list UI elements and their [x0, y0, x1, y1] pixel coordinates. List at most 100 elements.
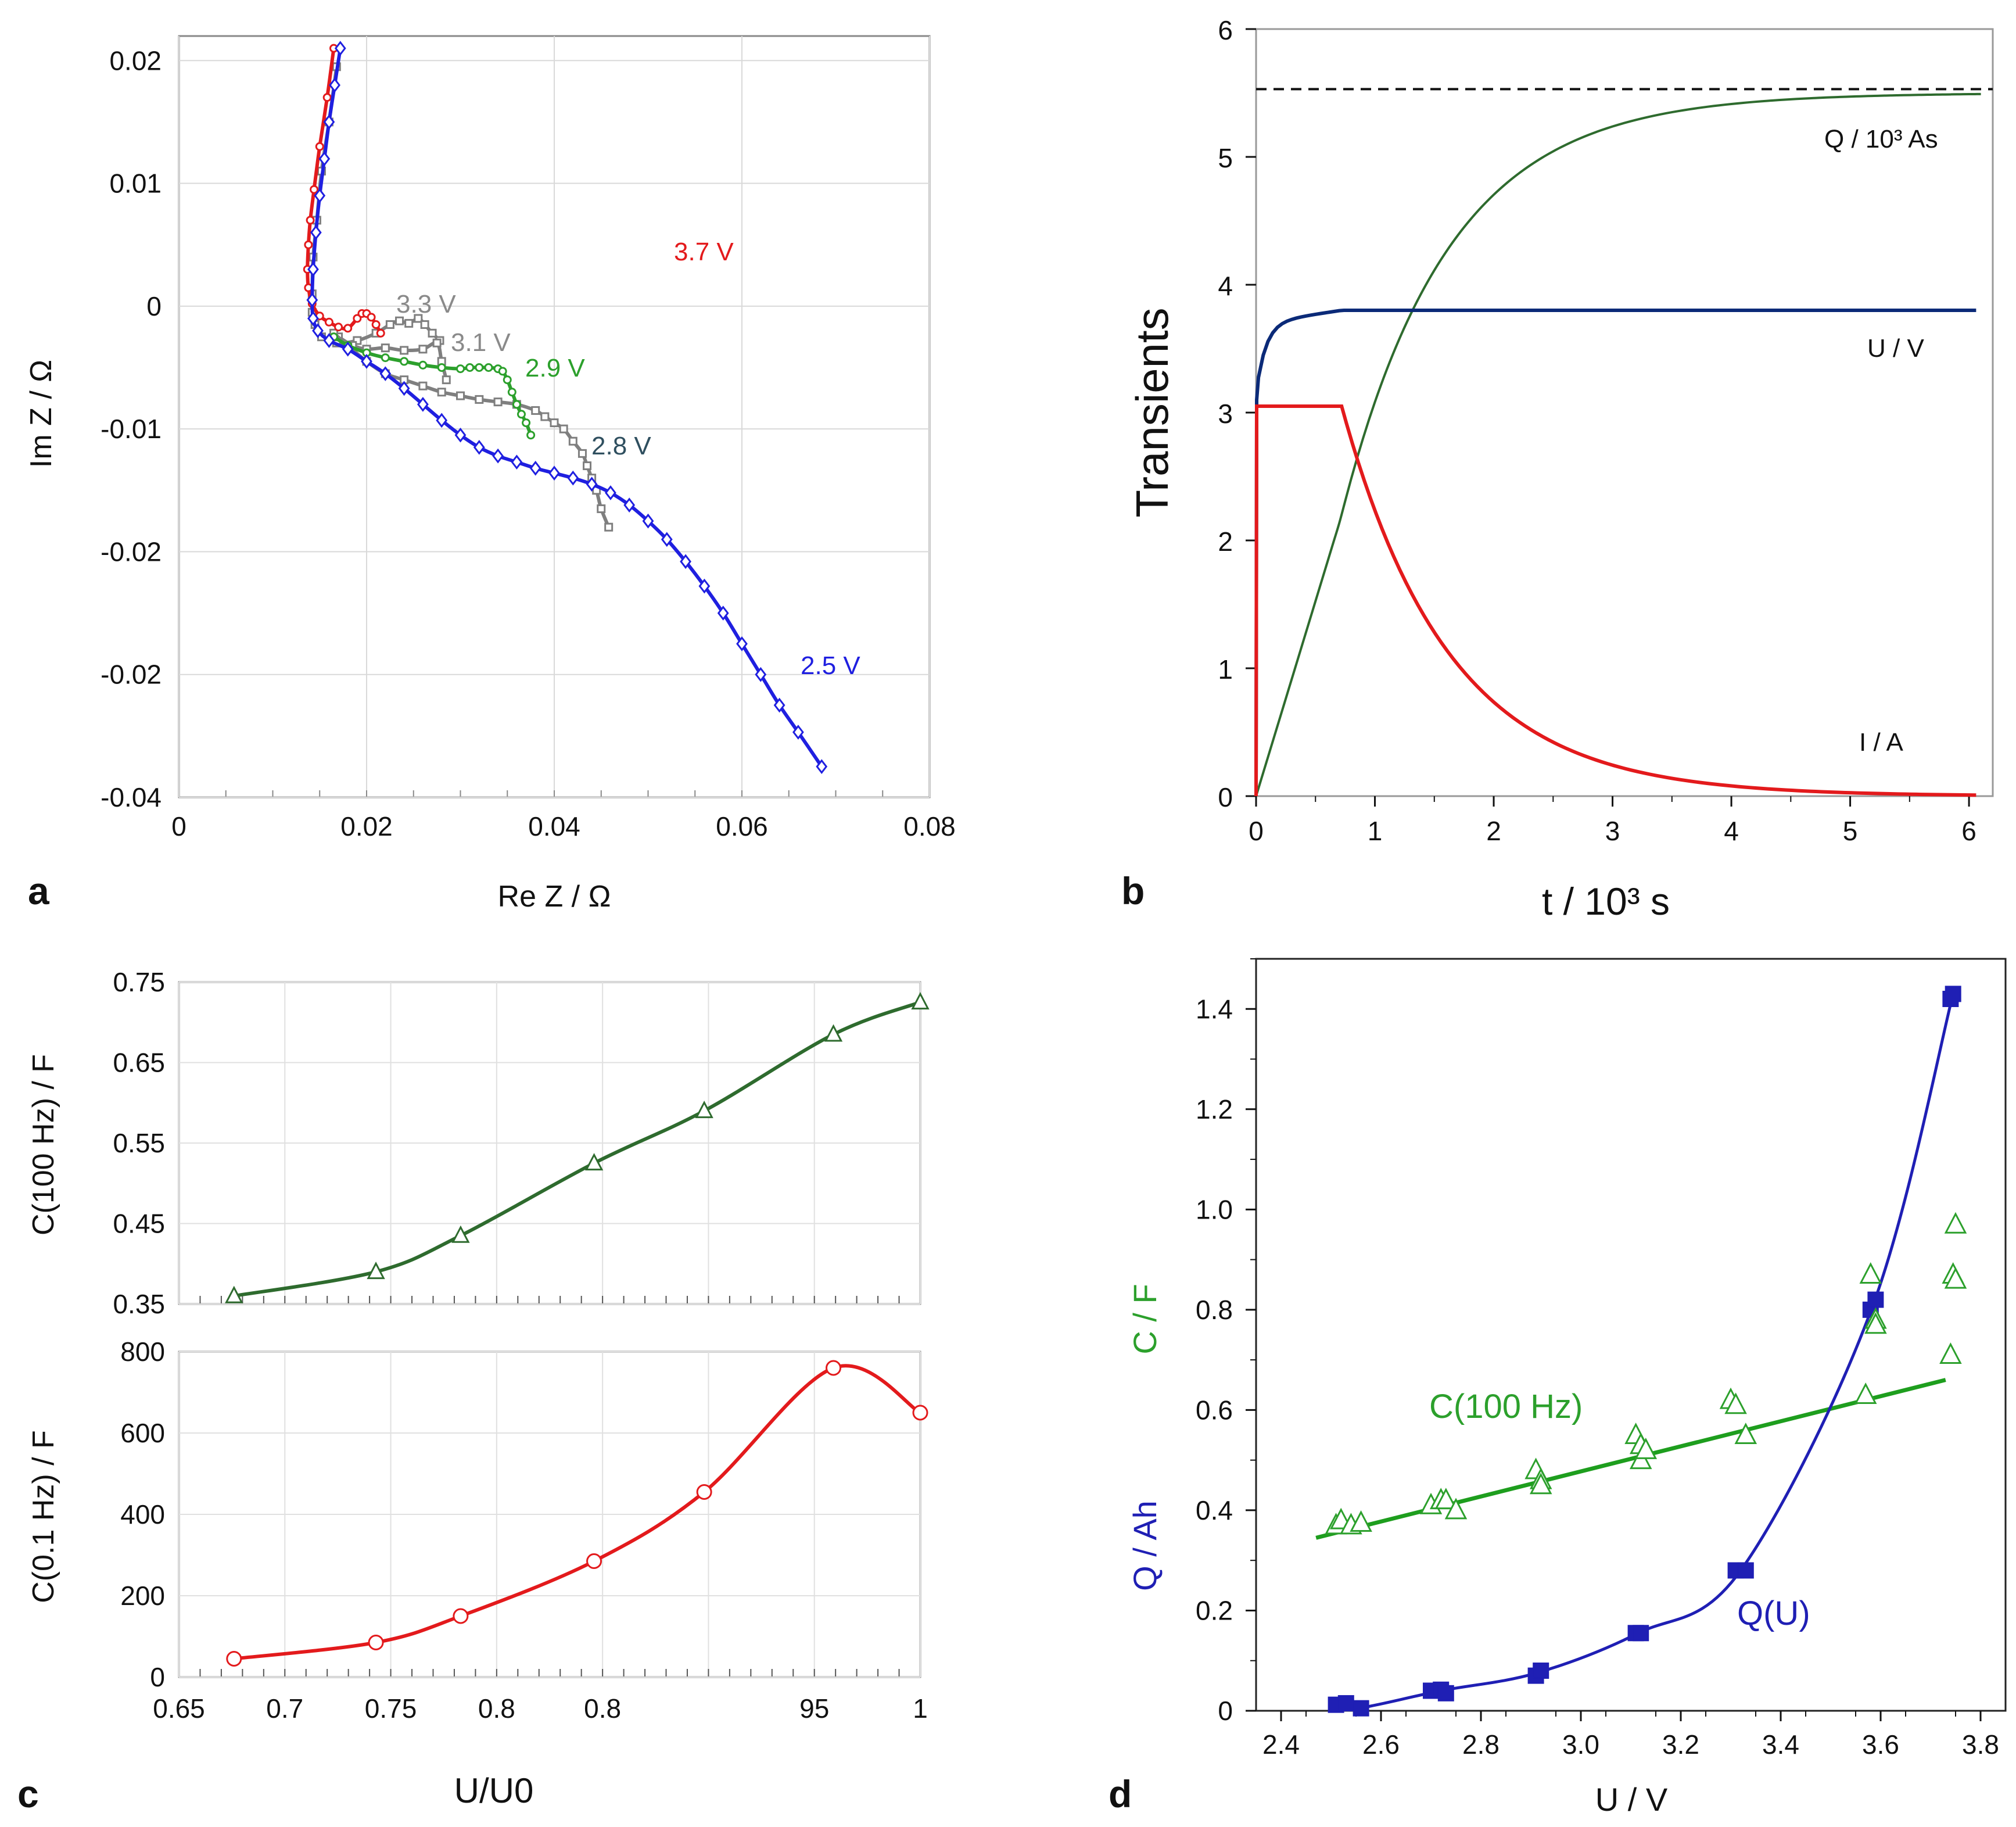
d-ytick-label: 1.0: [1196, 1194, 1233, 1224]
a-point: [442, 375, 451, 385]
annotation-2-9-v: 2.9 V: [525, 354, 585, 382]
a-point: [385, 320, 394, 329]
a-point: [454, 427, 467, 443]
a-point: [522, 418, 531, 428]
a-point: [314, 188, 326, 203]
annotation-3-3-v: 3.3 V: [396, 290, 456, 318]
a-point: [511, 454, 523, 470]
b-series-q: [1255, 92, 1981, 797]
b-series-i: [1254, 404, 1976, 797]
a-point: [456, 391, 465, 400]
panel-c-xlabel: U/U0: [454, 1771, 534, 1810]
panel-c-top-ylabel: C(100 Hz) / F: [27, 1054, 60, 1235]
c-bottom-ytick-label: 400: [120, 1499, 165, 1529]
d-xtick-label: 2.4: [1262, 1729, 1300, 1760]
panel-d: 2.4 2.6 2.8 3.0 3.2 3.4 3.6 3.8 0 0.2 0.4 0.6 0.8 1.0…: [1109, 958, 2007, 1818]
a-point: [307, 261, 319, 277]
panel-b-ylabel: Transients: [1127, 307, 1178, 517]
b-ytick-label: 3: [1218, 399, 1233, 429]
a-point: [559, 424, 568, 434]
a-point: [736, 636, 748, 651]
c-top-ytick-label: 0.65: [113, 1048, 165, 1078]
panel-c-ticks: 0.65 0.7 0.75 0.8 0.8 95 1 0.75 0.65 0.55 0.45 0.35…: [113, 967, 927, 1724]
panel-c-bottom-ylabel: C(0.1 Hz) / F: [27, 1430, 60, 1603]
a-point: [531, 406, 540, 415]
panel-d-ticks: 2.4 2.6 2.8 3.0 3.2 3.4 3.6 3.8 0 0.2 0.4 0.6 0.8 1.0…: [1196, 958, 1999, 1760]
a-xtick-label: 0.02: [340, 811, 393, 841]
d-xtick-label: 2.8: [1462, 1729, 1500, 1760]
d-xtick-label: 3.6: [1862, 1729, 1899, 1760]
d-q-point: [1737, 1562, 1754, 1579]
a-point: [400, 357, 409, 366]
annotation-c100hz: C(100 Hz): [1429, 1388, 1583, 1425]
c-top-ytick-label: 0.55: [113, 1128, 165, 1158]
b-ytick-label: 4: [1218, 271, 1233, 301]
panel-d-xlabel: U / V: [1595, 1781, 1668, 1818]
c-bottom-ytick-label: 600: [120, 1418, 165, 1448]
a-point: [498, 367, 507, 376]
panel-b: 00 1 1 2 2 3 3 4 4 5 5 6 6 Q / 10³ As U / V I / A t …: [1121, 15, 1994, 923]
d-q-point: [1945, 986, 1961, 1002]
panel-b-series: [1254, 88, 1993, 797]
a-point: [698, 578, 711, 594]
b-xtick-label: 6: [1961, 816, 1976, 846]
a-point: [597, 504, 606, 513]
d-xtick-label: 3.4: [1762, 1729, 1799, 1760]
d-q-point: [1867, 1291, 1884, 1308]
b-ytick-label: 6: [1218, 15, 1233, 45]
a-ytick-label: -0.02: [101, 536, 162, 567]
a-series-line: [332, 332, 611, 528]
d-c-point: [1444, 1498, 1468, 1520]
a-point: [465, 363, 475, 372]
b-xtick-label: 0: [1249, 816, 1264, 846]
a-point: [492, 448, 504, 464]
a-ytick-label: -0.01: [101, 414, 162, 444]
a-point: [361, 354, 372, 369]
d-c-point: [1859, 1262, 1882, 1284]
annotation-2-8-v: 2.8 V: [591, 432, 651, 460]
a-point: [334, 323, 343, 332]
a-point: [306, 292, 318, 308]
d-xtick-label: 3.0: [1562, 1729, 1599, 1760]
a-point: [310, 185, 319, 194]
a-ytick-label: 0.01: [109, 169, 162, 199]
b-ytick-label: 0: [1218, 782, 1233, 812]
b-ytick-label: 5: [1218, 143, 1233, 173]
d-xtick-label: 3.8: [1962, 1729, 1999, 1760]
c-xtick-label: 0.8: [478, 1693, 515, 1724]
c-bottom-point: [226, 1651, 242, 1667]
annotation-qu: Q(U): [1737, 1595, 1810, 1632]
annotation-3-1-v: 3.1 V: [451, 328, 511, 357]
c-bottom-ytick-label: 0: [150, 1662, 165, 1692]
c-top-point: [451, 1225, 470, 1243]
a-point: [323, 114, 335, 130]
a-point: [605, 485, 616, 500]
a-point: [414, 314, 423, 323]
d-c-point: [1864, 1312, 1887, 1334]
a-ytick-label: 0.02: [109, 45, 162, 76]
b-xtick-label: 5: [1843, 816, 1858, 846]
c-xtick-label: 95: [799, 1693, 829, 1724]
a-point: [436, 413, 448, 428]
b-ytick-label: 2: [1218, 526, 1233, 557]
a-point: [623, 497, 636, 513]
a-point: [540, 412, 550, 421]
b-xtick-label: 4: [1724, 816, 1739, 846]
d-q-point: [1337, 1695, 1354, 1712]
a-point: [577, 449, 587, 458]
a-point: [334, 41, 346, 56]
c-top-point: [367, 1262, 385, 1280]
c-bottom-point: [453, 1608, 469, 1624]
d-q-point: [1533, 1662, 1549, 1679]
a-point: [437, 388, 446, 397]
panel-a-ticks: 0 0.02 0.04 0.06 0.08 0.02 0.01 0 -0.01 -0.02 -0.0…: [101, 45, 956, 841]
d-ytick-label: 0.4: [1196, 1495, 1233, 1525]
a-point: [661, 532, 673, 547]
a-point: [432, 338, 442, 348]
d-ytick-label: 1.2: [1196, 1094, 1233, 1124]
annotation-i: I / A: [1859, 728, 1903, 757]
a-point: [306, 216, 315, 225]
c-top-point: [695, 1101, 713, 1119]
a-xtick-label: 0.08: [903, 811, 956, 841]
